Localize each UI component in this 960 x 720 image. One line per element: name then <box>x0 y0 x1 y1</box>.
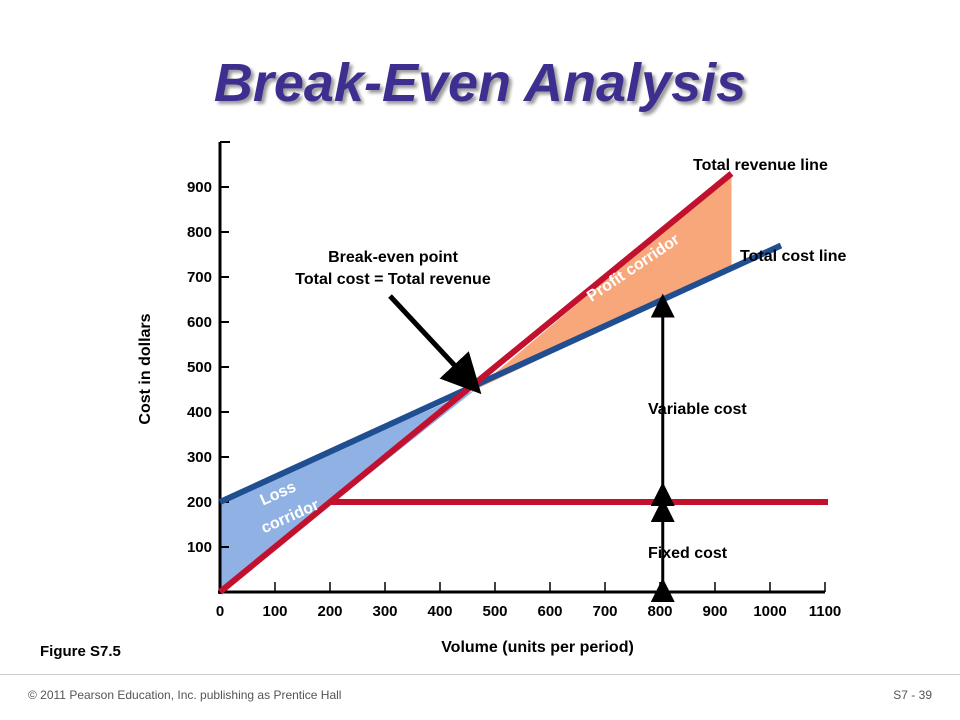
total-revenue-line <box>218 171 734 595</box>
x-tick-label: 1000 <box>753 603 786 620</box>
break-even-equation-label: Total cost = Total revenue <box>295 271 491 288</box>
y-tick-label: 100 <box>187 539 212 556</box>
x-tick-label: 600 <box>537 603 562 620</box>
figure-label: Figure S7.5 <box>40 643 121 660</box>
x-tick-label: 0 <box>216 603 224 620</box>
variable-cost-label: Variable cost <box>648 401 747 418</box>
y-tick-label: 500 <box>187 359 212 376</box>
x-tick-label: 800 <box>647 603 672 620</box>
footer-divider <box>0 674 960 675</box>
page-title: Break-Even Analysis <box>213 53 747 113</box>
fixed-cost-label: Fixed cost <box>648 545 728 562</box>
total-revenue-label: Total revenue line <box>693 157 828 174</box>
total-cost-label: Total cost line <box>740 248 846 265</box>
y-tick-label: 200 <box>187 494 212 511</box>
break-even-arrow <box>388 294 482 395</box>
y-tick-label: 900 <box>187 179 212 196</box>
y-tick-label: 400 <box>187 404 212 421</box>
break-even-label: Break-even point <box>328 249 458 266</box>
x-tick-label: 200 <box>317 603 342 620</box>
y-tick-label: 600 <box>187 314 212 331</box>
y-axis-label: Cost in dollars <box>137 313 154 424</box>
y-tick-label: 800 <box>187 224 212 241</box>
copyright-text: © 2011 Pearson Education, Inc. publishin… <box>28 688 342 702</box>
y-tick-label: 300 <box>187 449 212 466</box>
y-tick-label: 700 <box>187 269 212 286</box>
x-tick-label: 1100 <box>809 603 842 620</box>
total-cost-line <box>218 242 783 505</box>
x-tick-label: 100 <box>262 603 287 620</box>
x-axis-label: Volume (units per period) <box>441 639 634 656</box>
x-tick-label: 300 <box>372 603 397 620</box>
x-tick-label: 400 <box>427 603 452 620</box>
x-tick-label: 900 <box>702 603 727 620</box>
slide-number: S7 - 39 <box>893 688 932 702</box>
x-tick-label: 700 <box>592 603 617 620</box>
x-tick-label: 500 <box>482 603 507 620</box>
